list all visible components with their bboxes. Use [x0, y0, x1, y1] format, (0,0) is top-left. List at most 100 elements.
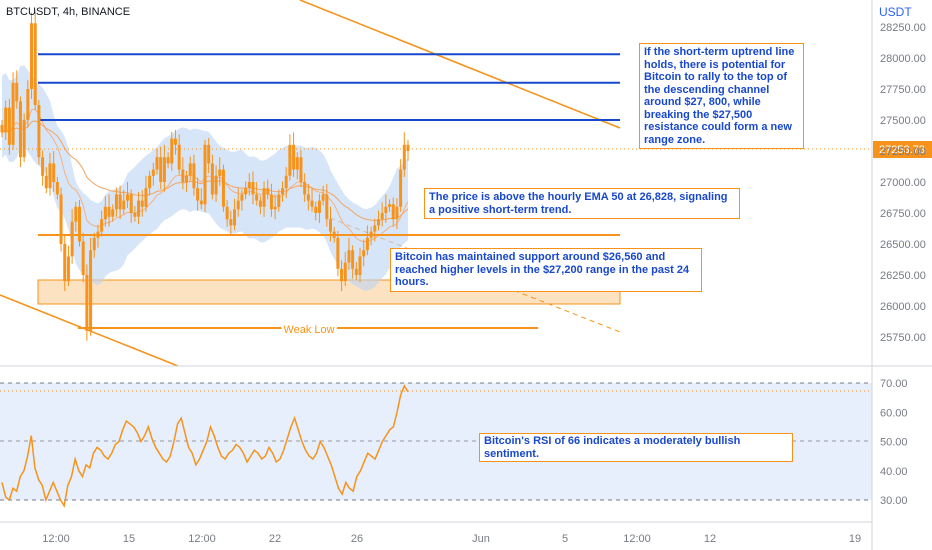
candle-body [258, 200, 262, 207]
candle-body [229, 219, 233, 226]
candle-body [340, 268, 344, 282]
candle-body [273, 206, 277, 210]
candle-body [262, 188, 266, 207]
candle-body [181, 169, 185, 182]
candle-body [347, 250, 351, 263]
time-tick-label: 19 [849, 533, 861, 545]
candle-body [266, 188, 270, 195]
candle-body [199, 200, 203, 205]
price-axis-ticks: 28250.00 28000.00 27750.00 27500.00 27250.00… [880, 22, 926, 344]
candle-body [63, 244, 67, 282]
rsi-line [1, 384, 409, 508]
time-tick-label: 26 [351, 533, 363, 545]
candle-body [240, 194, 244, 201]
candle-body [351, 250, 355, 269]
time-tick-label: 12:00 [623, 533, 651, 545]
price-unit: USDT [879, 5, 912, 19]
note-support: Bitcoin has maintained support around $2… [390, 248, 702, 292]
price-tick-label: 26250.00 [880, 270, 926, 282]
candle-body [277, 194, 281, 207]
candle-body [328, 219, 332, 232]
rsi-axis-ticks: 70.00 60.00 50.00 40.00 30.00 [880, 378, 908, 507]
candle-body [155, 157, 159, 170]
weak-low-label: Weak Low [283, 324, 334, 336]
candle-body [295, 157, 299, 170]
price-tick-label: 26500.00 [880, 239, 926, 251]
price-tick-label: 28250.00 [880, 22, 926, 34]
candle-body [384, 206, 388, 213]
candle-body [214, 175, 218, 195]
candle-body [233, 209, 237, 226]
rsi-tick-label: 50.00 [880, 437, 908, 449]
candle-body [358, 256, 362, 275]
candle-body [103, 206, 107, 220]
candle-body [114, 194, 118, 210]
candle-body [399, 169, 403, 207]
candle-body [292, 144, 296, 170]
candle-body [151, 169, 155, 176]
candle-body [188, 163, 192, 176]
candle-body [140, 200, 144, 207]
price-tick-label: 28000.00 [880, 53, 926, 65]
candle-body [100, 219, 104, 232]
resistance-levels [38, 53, 620, 121]
candle-body [192, 163, 196, 189]
candle-body [59, 194, 63, 244]
candle-body [4, 107, 8, 133]
time-tick-label: 12:00 [42, 533, 70, 545]
price-series [0, 10, 410, 341]
candle-body [218, 169, 222, 176]
candle-body [148, 175, 152, 189]
candle-body [7, 107, 11, 145]
candle-body [89, 250, 93, 331]
note-ema: The price is above the hourly EMA 50 at … [424, 188, 740, 219]
candle-body [196, 188, 200, 201]
candle-body [85, 275, 89, 331]
note-rsi: Bitcoin's RSI of 66 indicates a moderate… [479, 433, 793, 462]
candle-body [144, 188, 148, 207]
candle-body [55, 182, 59, 195]
candle-body [244, 188, 248, 195]
candle-body [221, 169, 225, 207]
price-tick-label: 27500.00 [880, 115, 926, 127]
price-tick-label: 27000.00 [880, 177, 926, 189]
rsi-tick-label: 70.00 [880, 378, 908, 390]
candle-body [402, 144, 406, 170]
candle-body [225, 206, 229, 220]
candle-body [11, 82, 15, 145]
candle-body [37, 105, 41, 158]
candle-body [388, 204, 392, 207]
candle-body [269, 194, 273, 210]
rsi-tick-label: 30.00 [880, 495, 908, 507]
candle-body [173, 138, 177, 145]
candle-body [247, 182, 251, 189]
time-tick-label: Jun [472, 533, 490, 545]
price-tick-label: 26000.00 [880, 301, 926, 313]
price-tick-label: 27250.00 [880, 146, 926, 158]
candle-body [314, 206, 318, 213]
candle-body [52, 163, 56, 182]
candle-body [406, 144, 410, 151]
candle-body [170, 138, 174, 164]
price-tick-label: 26750.00 [880, 208, 926, 220]
candle-body [118, 194, 122, 210]
candle-body [33, 23, 37, 106]
price-tick-label: 27750.00 [880, 84, 926, 96]
time-tick-label: 12:00 [188, 533, 216, 545]
candle-body [321, 194, 325, 201]
candle-body [81, 241, 85, 275]
candle-body [122, 200, 126, 210]
candle-body [26, 89, 30, 120]
candle-body [125, 194, 129, 201]
candle-body [325, 194, 329, 220]
candle-body [310, 200, 314, 207]
candle-body [373, 225, 377, 232]
candle-body [354, 268, 358, 275]
rsi-tick-label: 60.00 [880, 407, 908, 419]
last-price-badge [873, 141, 932, 158]
candle-body [133, 213, 137, 217]
candle-body [18, 101, 22, 158]
candle-body [395, 206, 399, 220]
candle-body [336, 237, 340, 269]
ticker-title: BTCUSDT, 4h, BINANCE [6, 6, 131, 18]
